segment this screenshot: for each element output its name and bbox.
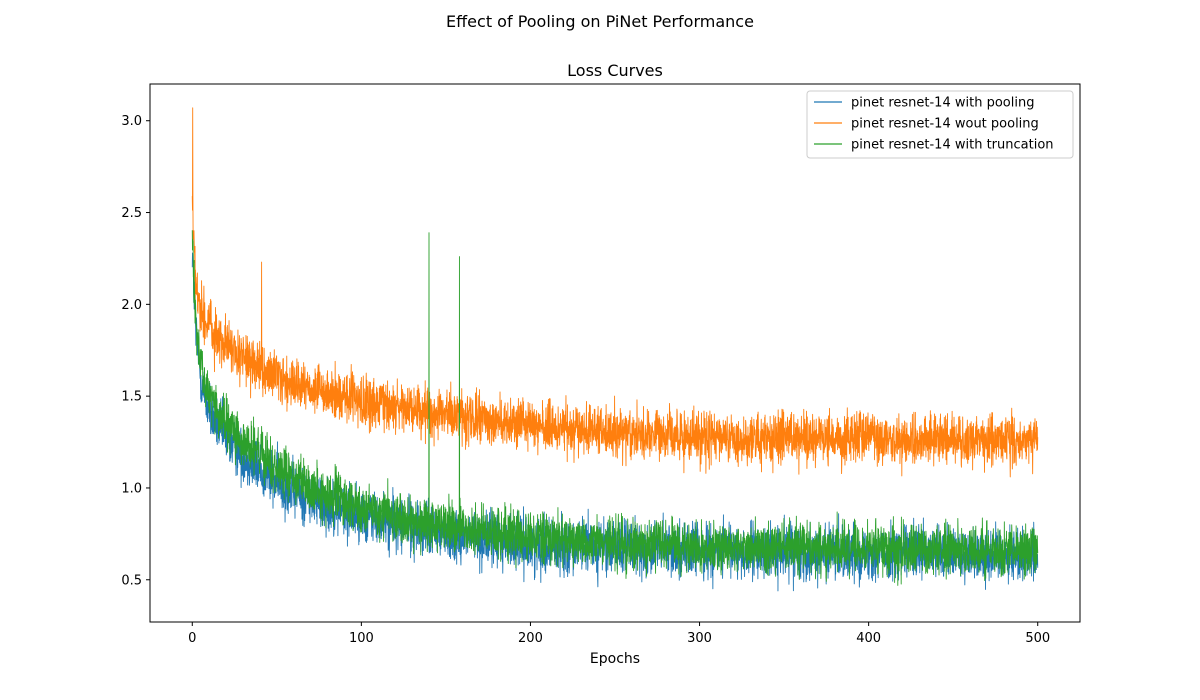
x-tick-label: 100 xyxy=(349,631,374,646)
series-layer xyxy=(191,107,1039,592)
y-tick-label: 2.0 xyxy=(121,298,142,313)
y-tick-label: 3.0 xyxy=(121,114,142,129)
x-tick-label: 400 xyxy=(856,631,881,646)
y-tick-label: 0.5 xyxy=(121,573,142,588)
x-axis: 0 100 200 300 400 500 xyxy=(188,622,1050,646)
legend-box xyxy=(806,90,1074,159)
figure-suptitle: Effect of Pooling on PiNet Performance xyxy=(446,12,754,31)
y-tick-label: 1.5 xyxy=(121,390,142,405)
x-tick-label: 300 xyxy=(687,631,712,646)
x-tick-label: 500 xyxy=(1025,631,1050,646)
y-tick-label: 2.5 xyxy=(121,206,142,221)
series-line-3 xyxy=(191,230,1039,586)
y-axis: 0.5 1.0 1.5 2.0 2.5 3.0 xyxy=(121,114,150,588)
legend-entry-label: pinet resnet-14 with truncation xyxy=(851,138,1054,153)
legend: pinet resnet-14 with pooling pinet resnet… xyxy=(806,90,1074,159)
y-tick-label: 1.0 xyxy=(121,481,142,496)
x-tick-label: 0 xyxy=(188,631,196,646)
plot-frame xyxy=(149,83,1081,623)
legend-entry-label: pinet resnet-14 with pooling xyxy=(851,96,1034,111)
legend-entry-label: pinet resnet-14 wout pooling xyxy=(851,117,1039,132)
x-axis-label: Epochs xyxy=(590,651,640,667)
x-tick-label: 200 xyxy=(518,631,543,646)
chart-title: Loss Curves xyxy=(567,61,663,80)
series-line-2 xyxy=(191,107,1039,478)
